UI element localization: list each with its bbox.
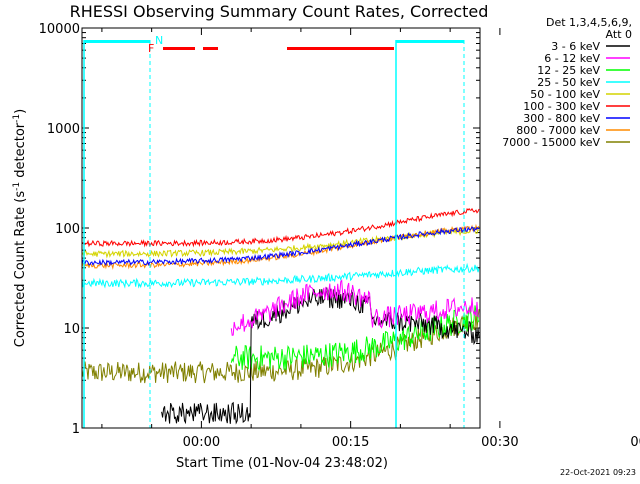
series-layer bbox=[81, 207, 480, 425]
chart-title: RHESSI Observing Summary Count Rates, Co… bbox=[70, 2, 489, 21]
x-axis-label: Start Time (01-Nov-04 23:48:02) bbox=[176, 456, 388, 471]
flare-bar bbox=[203, 47, 218, 50]
legend-label: 50 - 100 keV bbox=[530, 88, 600, 101]
y-axis-label: Corrected Count Rate (s-1 detector-1) bbox=[12, 109, 28, 347]
legend-label: 3 - 6 keV bbox=[551, 40, 600, 53]
y-tick-label: 100 bbox=[55, 222, 80, 237]
legend-label: 7000 - 15000 keV bbox=[502, 136, 600, 149]
night-bar bbox=[84, 40, 150, 43]
y-tick-label: 1000 bbox=[47, 122, 80, 137]
y-axis-label-mid: detector bbox=[13, 122, 28, 182]
series-line bbox=[230, 278, 480, 336]
x-tick-label: 00:15 bbox=[332, 435, 369, 450]
y-axis-label-main: Corrected Count Rate (s bbox=[13, 191, 28, 348]
y-axis-label-sup1: -1 bbox=[12, 182, 22, 191]
legend-header-line1: Det 1,3,4,5,6,9, bbox=[546, 16, 632, 29]
night-bar bbox=[396, 40, 464, 43]
y-tick-label: 10 bbox=[63, 322, 80, 337]
legend-label: 800 - 7000 keV bbox=[516, 124, 600, 137]
legend-label: 12 - 25 keV bbox=[537, 64, 600, 77]
legend-label: 6 - 12 keV bbox=[544, 52, 600, 65]
night-label: N bbox=[155, 34, 163, 47]
legend-label: 25 - 50 keV bbox=[537, 76, 600, 89]
legend-label: 100 - 300 keV bbox=[523, 100, 600, 113]
series-line bbox=[82, 207, 480, 248]
footer-timestamp: 22-Oct-2021 09:23 bbox=[560, 468, 636, 477]
plot-frame bbox=[81, 27, 481, 429]
y-axis-label-end: ) bbox=[13, 109, 28, 114]
series-line bbox=[81, 226, 480, 267]
legend-label: 300 - 800 keV bbox=[523, 112, 600, 125]
y-axis-label-sup2: -1 bbox=[12, 114, 22, 123]
series-line bbox=[81, 262, 480, 289]
x-tick-label: 00:00 bbox=[183, 435, 220, 450]
x-tick-label: 00:45 bbox=[630, 435, 640, 450]
x-tick-label: 00:30 bbox=[481, 435, 518, 450]
legend-header-line2: Att 0 bbox=[606, 28, 632, 41]
y-tick-label: 10000 bbox=[39, 22, 80, 37]
flare-bar bbox=[287, 47, 394, 50]
overlay-layer: NF bbox=[83, 34, 465, 428]
flare-bar bbox=[163, 47, 195, 50]
flare-label: F bbox=[148, 42, 154, 55]
y-tick-label: 1 bbox=[72, 422, 80, 437]
